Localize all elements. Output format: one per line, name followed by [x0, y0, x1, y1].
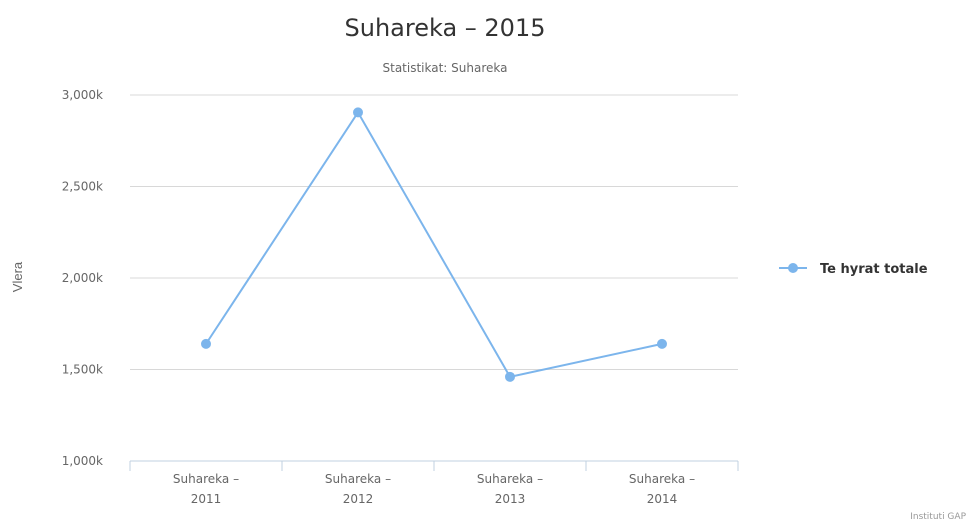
x-tick-label: Suhareka –2014: [629, 472, 695, 506]
y-tick-label: 2,500k: [62, 180, 103, 194]
y-axis-label: Vlera: [10, 261, 25, 292]
legend[interactable]: Te hyrat totale: [779, 262, 928, 277]
x-axis: Suhareka –2011 Suhareka –2012 Suhareka –20…: [129, 460, 739, 506]
legend-marker: [788, 263, 798, 273]
data-point[interactable]: [657, 338, 667, 349]
y-tick-label: 3,000k: [62, 88, 103, 102]
series-line: [205, 110, 663, 378]
data-point[interactable]: [201, 338, 211, 349]
x-tick-label: Suhareka –2011: [173, 472, 239, 506]
y-tick-label: 1,500k: [62, 363, 103, 377]
gridlines: [130, 94, 738, 370]
series-layer: [201, 107, 667, 382]
chart-credit[interactable]: Instituti GAP: [910, 512, 966, 522]
legend-item-label[interactable]: Te hyrat totale: [820, 262, 928, 277]
data-point[interactable]: [353, 107, 363, 118]
x-tick-label: Suhareka –2013: [477, 472, 543, 506]
y-tick-label: 1,000k: [62, 454, 103, 468]
data-point[interactable]: [505, 371, 515, 382]
chart-subtitle: Statistikat: Suhareka: [383, 61, 508, 75]
chart-title: Suhareka – 2015: [345, 14, 546, 42]
y-axis-ticks: 1,000k 1,500k 2,000k 2,500k 3,000k: [62, 88, 103, 468]
y-tick-label: 2,000k: [62, 271, 103, 285]
x-tick-label: Suhareka –2012: [325, 472, 391, 506]
